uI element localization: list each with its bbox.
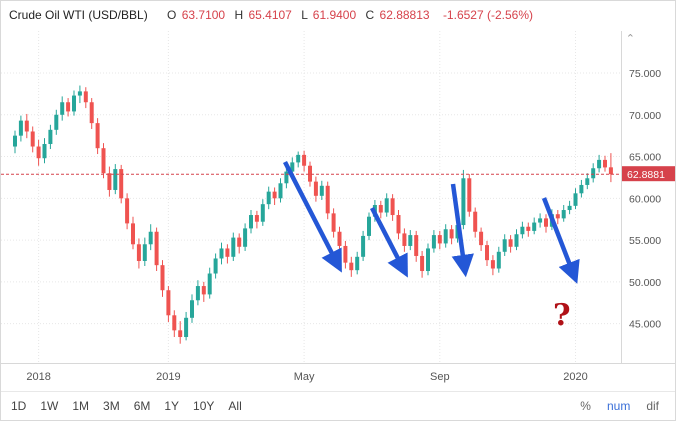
change-value: -1.6527 (-2.56%) — [442, 8, 533, 22]
timeframe-group: 1D 1W 1M 3M 6M 1Y 10Y All — [11, 399, 242, 413]
timeframe-button-10y[interactable]: 10Y — [193, 399, 215, 413]
chevron-up-icon[interactable]: ⌃ — [625, 33, 635, 45]
timeframe-button-all[interactable]: All — [228, 399, 242, 413]
scale-mode-group: % num dif — [580, 399, 659, 413]
svg-text:65.000: 65.000 — [629, 152, 661, 164]
svg-text:55.000: 55.000 — [629, 235, 661, 247]
svg-text:2019: 2019 — [156, 371, 180, 383]
close-label: C — [365, 8, 375, 22]
low-value: 61.9400 — [312, 8, 357, 22]
current-price-label: 62.8881 — [622, 166, 675, 182]
svg-text:60.000: 60.000 — [629, 193, 661, 205]
low-label: L — [301, 8, 308, 22]
high-value: 65.4107 — [248, 8, 292, 22]
scale-mode-button-dif[interactable]: dif — [646, 399, 659, 413]
scale-mode-button-%[interactable]: % — [580, 399, 591, 413]
trend-arrow-annotations[interactable] — [282, 160, 580, 284]
timeframe-button-1m[interactable]: 1M — [72, 399, 90, 413]
svg-text:62.8881: 62.8881 — [627, 169, 665, 181]
candlestick-series — [13, 85, 613, 344]
timeframe-button-1d[interactable]: 1D — [11, 399, 27, 413]
svg-text:2018: 2018 — [26, 371, 50, 383]
timeframe-button-1w[interactable]: 1W — [40, 399, 59, 413]
price-chart-canvas[interactable]: 75.000 70.000 65.000 60.000 55.000 50.000 45.0… — [1, 1, 676, 393]
svg-text:45.000: 45.000 — [629, 319, 661, 331]
chart-header: Crude Oil WTI (USD/BBL) O 63.7100 H 65.4… — [9, 8, 533, 22]
timeframe-button-1y[interactable]: 1Y — [164, 399, 180, 413]
open-label: O — [167, 8, 177, 22]
open-value: 63.7100 — [181, 8, 226, 22]
timeframe-button-6m[interactable]: 6M — [133, 399, 151, 413]
svg-text:75.000: 75.000 — [629, 68, 661, 80]
y-axis-labels: 75.000 70.000 65.000 60.000 55.000 50.000 45.0… — [629, 68, 661, 331]
high-label: H — [234, 8, 244, 22]
svg-text:70.000: 70.000 — [629, 110, 661, 122]
timeframe-button-3m[interactable]: 3M — [103, 399, 120, 413]
chart-toolbar: 1D 1W 1M 3M 6M 1Y 10Y All % num dif — [1, 391, 675, 420]
scale-mode-button-num[interactable]: num — [606, 399, 631, 413]
close-value: 62.88813 — [379, 8, 430, 22]
svg-text:50.000: 50.000 — [629, 277, 661, 289]
x-axis-labels: 2018 2019 May Sep 2020 — [26, 371, 587, 383]
svg-text:2020: 2020 — [563, 371, 587, 383]
symbol-title: Crude Oil WTI (USD/BBL) — [9, 8, 148, 22]
question-mark-annotation[interactable]: ? — [553, 298, 571, 333]
svg-text:Sep: Sep — [430, 371, 450, 383]
grid-lines — [1, 31, 621, 363]
svg-text:May: May — [294, 371, 315, 383]
